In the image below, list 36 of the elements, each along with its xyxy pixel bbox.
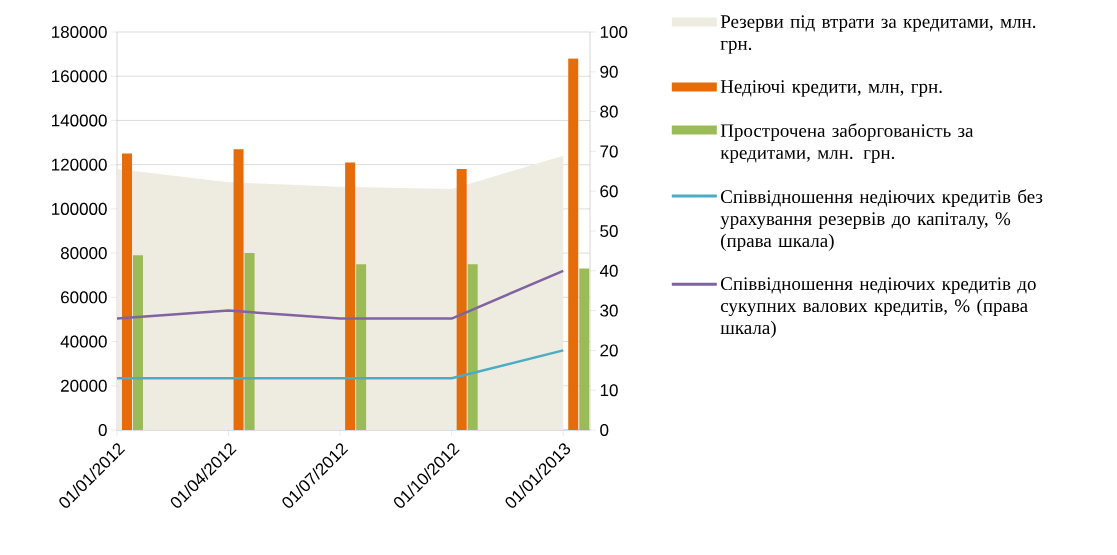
bar	[345, 162, 356, 430]
legend-label: Недіючі кредити, млн, грн.	[720, 80, 942, 97]
y2-tick-label: 0	[600, 423, 609, 437]
legend-label: Резерви під втрати за кредитами, млн. грн.	[720, 15, 1036, 54]
y-tick-label: 60000	[61, 291, 107, 304]
bar	[122, 153, 132, 430]
y2-tick-label: 50	[600, 224, 618, 238]
y2-tick-label: 100	[600, 25, 628, 39]
y2-tick-label: 60	[600, 185, 618, 198]
y2-tick-label: 70	[600, 145, 618, 158]
y2-tick-label: 20	[600, 344, 618, 357]
y-tick-label: 140000	[52, 114, 107, 127]
y-tick-label: 180000	[52, 25, 107, 39]
legend-label: Прострочена заборгованість за кредитами, млн. грн.	[720, 123, 974, 163]
bar	[356, 264, 367, 430]
legend-label: Співвідношення недіючих кредитів до сукупних валових кредитів, % (права шкала)	[720, 277, 1036, 338]
bar	[579, 268, 590, 430]
y-tick-label: 40000	[60, 335, 107, 348]
y2-tick-label: 30	[600, 304, 618, 317]
y2-tick-label: 10	[600, 384, 618, 397]
legend-label: Співвідношення недіючих кредитів без урахування резервів до капіталу, % (права шкала)	[720, 189, 1043, 251]
y-tick-label: 120000	[52, 158, 107, 171]
bar	[233, 149, 244, 430]
y-tick-label: 100000	[52, 202, 107, 215]
y2-tick-label: 40	[599, 264, 618, 277]
y-tick-label: 0	[98, 423, 107, 437]
y2-tick-label: 90	[600, 65, 618, 78]
y-tick-label: 160000	[52, 70, 107, 83]
bar	[244, 253, 255, 430]
bar	[456, 169, 467, 430]
y2-tick-label: 80	[600, 105, 618, 118]
bar	[467, 264, 478, 430]
bar	[133, 255, 143, 430]
y-tick-label: 80000	[60, 247, 107, 260]
bar	[568, 58, 579, 430]
y-tick-label: 20000	[61, 379, 107, 392]
